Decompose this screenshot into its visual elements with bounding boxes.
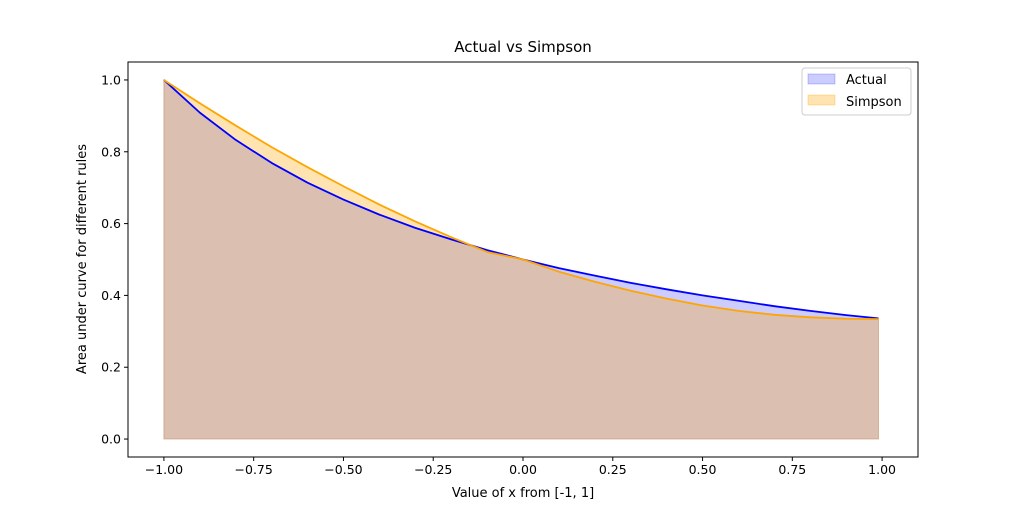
legend-frame [801,67,912,116]
x-tick-label: 0.75 [778,462,806,477]
y-tick-label: 1.0 [101,72,121,87]
y-tick-label: 0.0 [101,432,121,447]
x-tick-label: −0.75 [235,462,273,477]
x-tick-label: 1.00 [868,462,896,477]
x-tick-label: 0.25 [599,462,627,477]
legend-swatch-actual [807,73,836,85]
y-tick-label: 0.4 [101,288,121,303]
legend: Actual Simpson [801,67,912,116]
y-tick-label: 0.8 [101,144,121,159]
x-tick-label: 0.00 [509,462,537,477]
plot-area [163,78,879,440]
y-axis-label: Area under curve for different rules [75,144,90,374]
legend-label-actual: Actual [846,73,887,88]
y-tick-label: 0.2 [101,360,121,375]
x-tick-label: −0.25 [414,462,452,477]
x-axis: −1.00 −0.75 −0.50 −0.25 0.00 0.25 0.50 0.75 1.00 [145,457,896,477]
y-axis: 0.0 0.2 0.4 0.6 0.8 1.0 [101,72,128,447]
x-axis-label: Value of x from [-1, 1] [452,486,594,501]
line-simpson [163,79,879,321]
chart-title: Actual vs Simpson [454,38,592,56]
legend-label-simpson: Simpson [846,95,902,110]
legend-swatch-simpson [807,94,836,106]
x-tick-label: 0.50 [689,462,717,477]
x-tick-label: −1.00 [145,462,183,477]
y-tick-label: 0.6 [101,216,121,231]
x-tick-label: −0.50 [324,462,362,477]
